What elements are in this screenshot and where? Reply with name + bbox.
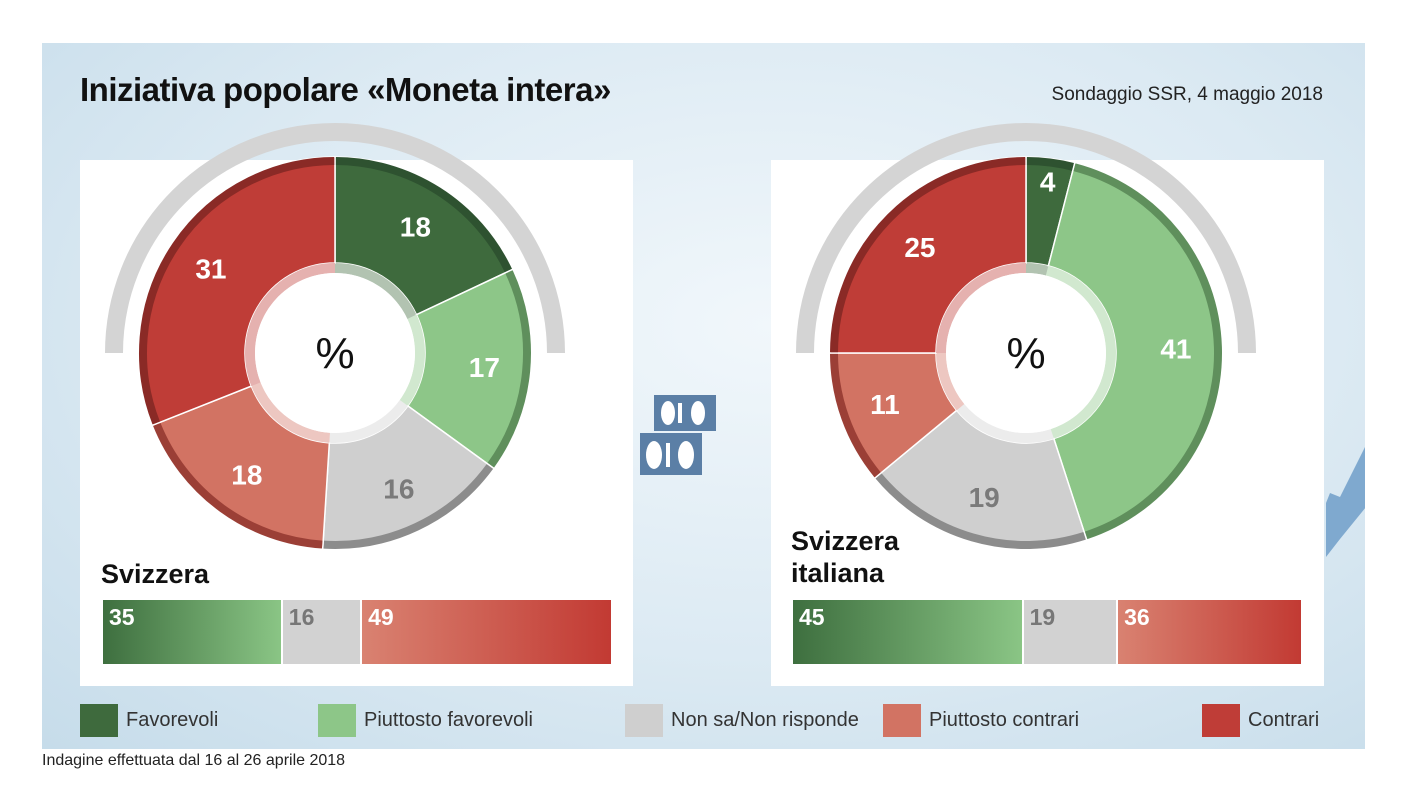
chart-source: Sondaggio SSR, 4 maggio 2018 xyxy=(1051,84,1323,105)
region-label-line: italiana xyxy=(791,558,885,588)
donut-chart-svizzera: % 18 17 16 18 31 xyxy=(105,123,565,550)
region-label-line: Svizzera xyxy=(791,526,900,556)
legend-label: Non sa/Non risponde xyxy=(671,708,859,731)
legend-label: Piuttosto favorevoli xyxy=(364,708,533,731)
summary-bar-svizzera-italiana: 45 19 36 xyxy=(793,600,1301,664)
region-label-svizzera-italiana: Svizzera italiana xyxy=(791,525,991,589)
summary-bar-svizzera: 35 16 49 xyxy=(103,600,611,664)
slice-label-non-sa-non-risponde: 16 xyxy=(383,474,414,505)
donut-center xyxy=(946,273,1106,433)
slice-inner-ring-non-sa-non-risponde xyxy=(329,400,408,443)
slice-inner-ring-contrari xyxy=(936,263,1026,353)
slice-inner-ring-favorevoli xyxy=(1026,263,1049,276)
slice-label-favorevoli: 18 xyxy=(400,211,431,242)
legend-label: Contrari xyxy=(1248,708,1320,731)
slice-label-piuttosto-favorevoli: 17 xyxy=(469,352,500,383)
slice-rim-piuttosto-contrari xyxy=(830,353,881,478)
chart-title: Iniziativa popolare «Moneta intera» xyxy=(80,71,611,108)
vote-logo-icon xyxy=(640,395,716,475)
summary-favorevoli: 35 xyxy=(103,600,281,664)
donut-center-label: % xyxy=(315,329,354,378)
slice-label-favorevoli: 4 xyxy=(1040,166,1056,197)
legend-swatch xyxy=(883,703,921,737)
summary-contrari: 49 xyxy=(362,600,611,664)
summary-contrari: 36 xyxy=(1118,600,1301,664)
legend-swatch xyxy=(1202,703,1240,737)
slice-rim-contrari xyxy=(139,157,335,425)
slice-label-contrari: 31 xyxy=(195,254,226,285)
slice-rim-piuttosto-contrari xyxy=(153,422,323,549)
legend-item-piuttosto-contrari: Piuttosto contrari xyxy=(883,703,1079,737)
legend-label: Piuttosto contrari xyxy=(929,708,1080,731)
slice-rim-favorevoli xyxy=(335,157,513,273)
slice-inner-ring-piuttosto-contrari xyxy=(251,382,330,443)
slice-label-piuttosto-contrari: 11 xyxy=(870,389,900,420)
slice-rim-non-sa-non-risponde xyxy=(875,473,1086,549)
slice-inner-ring-favorevoli xyxy=(335,263,417,319)
slice-label-piuttosto-contrari: 18 xyxy=(231,459,262,490)
donut-chart-svizzera-italiana: % 4 41 19 11 25 xyxy=(796,123,1256,550)
slice-label-contrari: 25 xyxy=(904,232,935,263)
summary-non-sa: 16 xyxy=(280,600,363,664)
legend-item-favorevoli: Favorevoli xyxy=(80,703,218,737)
slice-rim-piuttosto-favorevoli xyxy=(1073,163,1222,540)
outer-decor-arc xyxy=(105,123,565,354)
slice-rim-favorevoli xyxy=(1026,157,1074,171)
legend-item-contrari: Contrari xyxy=(1202,703,1319,737)
slice-rim-piuttosto-favorevoli xyxy=(487,270,531,468)
slice-inner-ring-piuttosto-contrari xyxy=(936,353,965,411)
chart-footer: Indagine effettuata dal 16 al 26 aprile … xyxy=(42,752,346,769)
donut-center-label: % xyxy=(1006,329,1045,378)
legend-item-non-sa-non-risponde: Non sa/Non risponde xyxy=(625,703,859,737)
slice-rim-contrari xyxy=(830,157,1026,353)
slice-inner-ring-non-sa-non-risponde xyxy=(956,403,1054,443)
checkmark-icon xyxy=(1326,447,1365,557)
legend: Favorevoli Piuttosto favorevoli Non sa/Non… xyxy=(80,703,1323,737)
donut-center xyxy=(255,273,415,433)
legend-swatch xyxy=(80,703,118,737)
legend-item-piuttosto-favorevoli: Piuttosto favorevoli xyxy=(318,703,533,737)
summary-non-sa: 19 xyxy=(1021,600,1119,664)
summary-favorevoli: 45 xyxy=(793,600,1022,664)
outer-decor-arc xyxy=(796,123,1256,354)
slice-label-piuttosto-favorevoli: 41 xyxy=(1160,333,1191,364)
slice-inner-ring-piuttosto-favorevoli xyxy=(1045,265,1116,439)
slice-inner-ring-contrari xyxy=(245,263,335,387)
slice-rim-non-sa-non-risponde xyxy=(323,464,494,549)
region-label-svizzera: Svizzera xyxy=(101,559,210,589)
legend-label: Favorevoli xyxy=(126,708,219,731)
legend-swatch xyxy=(625,703,663,737)
slice-label-non-sa-non-risponde: 19 xyxy=(969,482,1000,513)
slice-inner-ring-piuttosto-favorevoli xyxy=(399,314,425,406)
chart-canvas: Iniziativa popolare «Moneta intera» Sond… xyxy=(42,43,1365,749)
legend-swatch xyxy=(318,703,356,737)
